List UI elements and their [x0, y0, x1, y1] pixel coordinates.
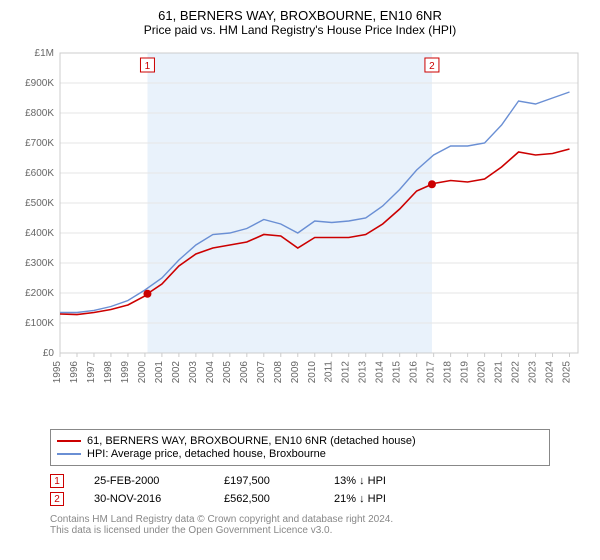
- svg-text:2018: 2018: [443, 361, 454, 384]
- svg-text:2002: 2002: [171, 361, 182, 384]
- legend-swatch-property: [57, 440, 81, 442]
- sale-price: £562,500: [224, 493, 304, 505]
- svg-text:2: 2: [429, 61, 435, 72]
- svg-text:2003: 2003: [188, 361, 199, 384]
- svg-text:2025: 2025: [562, 361, 573, 384]
- svg-text:2006: 2006: [239, 361, 250, 384]
- sale-delta: 21% ↓ HPI: [334, 493, 386, 505]
- line-chart: £0 £100K £200K £300K £400K £500K £600K £700K £80…: [12, 43, 588, 423]
- svg-text:1999: 1999: [120, 361, 131, 384]
- svg-text:2022: 2022: [511, 361, 522, 384]
- svg-text:2015: 2015: [392, 361, 403, 384]
- svg-text:2007: 2007: [256, 361, 267, 384]
- svg-text:2000: 2000: [137, 361, 148, 384]
- svg-text:£400K: £400K: [25, 228, 54, 239]
- sale-marker-1: 1: [50, 474, 64, 488]
- svg-text:£600K: £600K: [25, 168, 54, 179]
- sale-date: 30-NOV-2016: [94, 493, 194, 505]
- svg-text:£100K: £100K: [25, 318, 54, 329]
- svg-text:£700K: £700K: [25, 138, 54, 149]
- svg-text:1: 1: [145, 61, 151, 72]
- svg-text:1997: 1997: [86, 361, 97, 384]
- sale-date: 25-FEB-2000: [94, 475, 194, 487]
- svg-text:£500K: £500K: [25, 198, 54, 209]
- svg-text:2012: 2012: [341, 361, 352, 384]
- svg-text:2005: 2005: [222, 361, 233, 384]
- svg-text:2014: 2014: [375, 361, 386, 384]
- footer: Contains HM Land Registry data © Crown c…: [50, 514, 588, 536]
- sale-delta: 13% ↓ HPI: [334, 475, 386, 487]
- sales-table: 1 25-FEB-2000 £197,500 13% ↓ HPI 2 30-NO…: [50, 474, 588, 506]
- sale-row: 2 30-NOV-2016 £562,500 21% ↓ HPI: [50, 492, 588, 506]
- sale-price: £197,500: [224, 475, 304, 487]
- svg-text:£200K: £200K: [25, 288, 54, 299]
- svg-text:2004: 2004: [205, 361, 216, 384]
- svg-text:1995: 1995: [52, 361, 63, 384]
- svg-text:2016: 2016: [409, 361, 420, 384]
- svg-text:£900K: £900K: [25, 78, 54, 89]
- svg-text:2001: 2001: [154, 361, 165, 384]
- footer-line-2: This data is licensed under the Open Gov…: [50, 525, 588, 536]
- svg-text:2019: 2019: [460, 361, 471, 384]
- svg-text:2024: 2024: [545, 361, 556, 384]
- svg-text:2009: 2009: [290, 361, 301, 384]
- svg-text:2021: 2021: [494, 361, 505, 384]
- svg-text:£300K: £300K: [25, 258, 54, 269]
- svg-text:£1M: £1M: [35, 48, 54, 59]
- legend: 61, BERNERS WAY, BROXBOURNE, EN10 6NR (d…: [50, 429, 550, 466]
- svg-text:2020: 2020: [477, 361, 488, 384]
- svg-text:2013: 2013: [358, 361, 369, 384]
- legend-swatch-hpi: [57, 453, 81, 455]
- legend-label-property: 61, BERNERS WAY, BROXBOURNE, EN10 6NR (d…: [87, 435, 416, 447]
- footer-line-1: Contains HM Land Registry data © Crown c…: [50, 514, 588, 525]
- svg-text:2008: 2008: [273, 361, 284, 384]
- svg-text:1996: 1996: [69, 361, 80, 384]
- chart-area: £0 £100K £200K £300K £400K £500K £600K £700K £80…: [12, 43, 588, 423]
- svg-text:2023: 2023: [528, 361, 539, 384]
- chart-subtitle: Price paid vs. HM Land Registry's House …: [12, 23, 588, 37]
- svg-text:2011: 2011: [324, 361, 335, 383]
- svg-text:2017: 2017: [426, 361, 437, 384]
- svg-text:£800K: £800K: [25, 108, 54, 119]
- chart-title: 61, BERNERS WAY, BROXBOURNE, EN10 6NR: [12, 8, 588, 23]
- sale-marker-2: 2: [50, 492, 64, 506]
- legend-label-hpi: HPI: Average price, detached house, Brox…: [87, 448, 326, 460]
- sale-row: 1 25-FEB-2000 £197,500 13% ↓ HPI: [50, 474, 588, 488]
- svg-text:2010: 2010: [307, 361, 318, 384]
- svg-text:£0: £0: [43, 348, 55, 359]
- svg-text:1998: 1998: [103, 361, 114, 384]
